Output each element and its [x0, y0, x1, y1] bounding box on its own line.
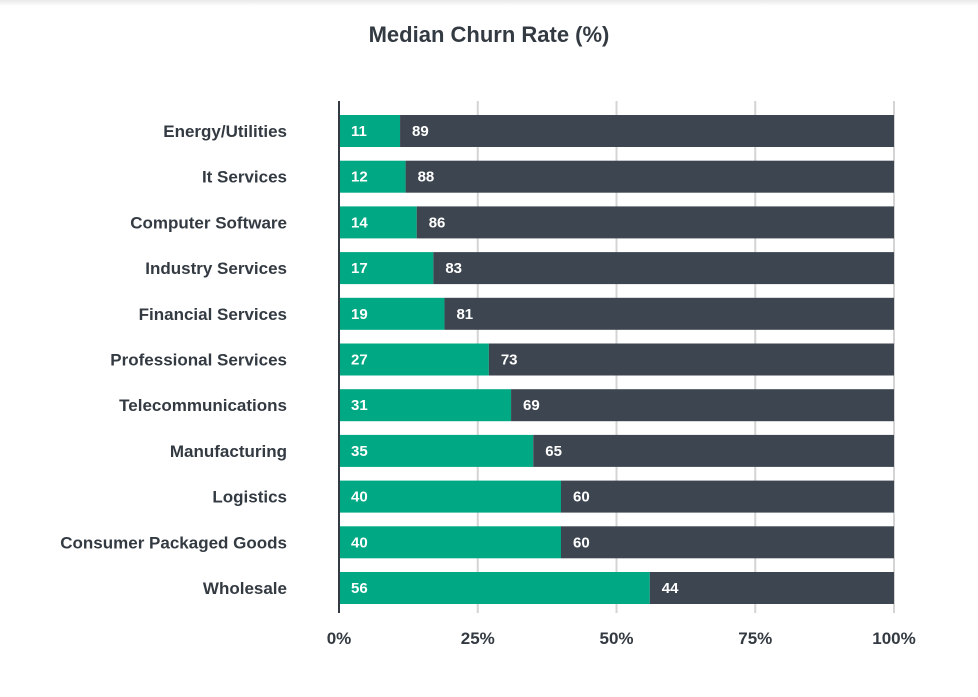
data-label: 44: [662, 580, 679, 597]
bar-segment: [339, 206, 417, 239]
bar-segment: [511, 389, 894, 422]
bar-segment: [533, 434, 894, 467]
labels: 0% 25% 50% 75% 100% Energy/Utilities 11 89 It Se…: [60, 122, 915, 648]
data-label: 40: [351, 534, 368, 551]
x-tick-label: 0%: [327, 629, 352, 648]
x-tick-label: 75%: [738, 629, 772, 648]
category-label: Logistics: [212, 488, 287, 507]
data-label: 81: [456, 306, 473, 323]
category-label: It Services: [202, 168, 287, 187]
data-label: 60: [573, 534, 590, 551]
category-label: Computer Software: [130, 213, 287, 232]
data-label: 73: [501, 352, 518, 369]
bar-segment: [339, 160, 406, 193]
data-label: 60: [573, 489, 590, 506]
bar-segment: [339, 252, 434, 285]
data-label: 19: [351, 306, 368, 323]
bar-segment: [400, 115, 894, 147]
top-edge-shadow: [0, 0, 978, 6]
data-label: 88: [418, 169, 435, 186]
bar-segment: [339, 434, 534, 467]
data-label: 14: [351, 214, 368, 231]
bar-segment: [339, 526, 561, 559]
data-label: 40: [351, 489, 368, 506]
bar-segment: [488, 343, 894, 376]
bar-segment: [444, 297, 894, 330]
bar-segment: [433, 252, 894, 285]
data-label: 86: [429, 214, 446, 231]
bar-segment: [339, 115, 401, 147]
data-label: 89: [412, 123, 429, 140]
category-label: Telecommunications: [119, 396, 287, 415]
data-label: 35: [351, 443, 368, 460]
data-label: 65: [545, 443, 562, 460]
category-label: Financial Services: [139, 305, 287, 324]
chart-title: Median Churn Rate (%): [368, 22, 610, 47]
bar-segment: [405, 160, 894, 193]
category-label: Wholesale: [203, 579, 287, 598]
bar-segment: [561, 480, 894, 513]
data-label: 31: [351, 397, 368, 414]
bar-segment: [339, 343, 489, 376]
data-label: 27: [351, 352, 368, 369]
category-label: Professional Services: [110, 351, 287, 370]
x-tick-label: 100%: [872, 629, 915, 648]
bar-segment: [416, 206, 894, 239]
x-tick-label: 25%: [461, 629, 495, 648]
category-label: Energy/Utilities: [163, 122, 287, 141]
bar-segment: [561, 526, 894, 559]
bar-segment: [339, 297, 445, 330]
category-label: Consumer Packaged Goods: [60, 533, 287, 552]
data-label: 11: [351, 123, 367, 140]
data-label: 56: [351, 580, 368, 597]
data-label: 83: [445, 260, 462, 277]
x-tick-label: 50%: [599, 629, 633, 648]
data-label: 69: [523, 397, 540, 414]
bars: [339, 115, 894, 604]
category-label: Industry Services: [145, 259, 287, 278]
category-label: Manufacturing: [170, 442, 287, 461]
bar-segment: [649, 572, 894, 604]
bar-segment: [339, 572, 650, 604]
bar-segment: [339, 389, 512, 422]
data-label: 12: [351, 169, 368, 186]
bar-segment: [339, 480, 561, 513]
data-label: 17: [351, 260, 368, 277]
